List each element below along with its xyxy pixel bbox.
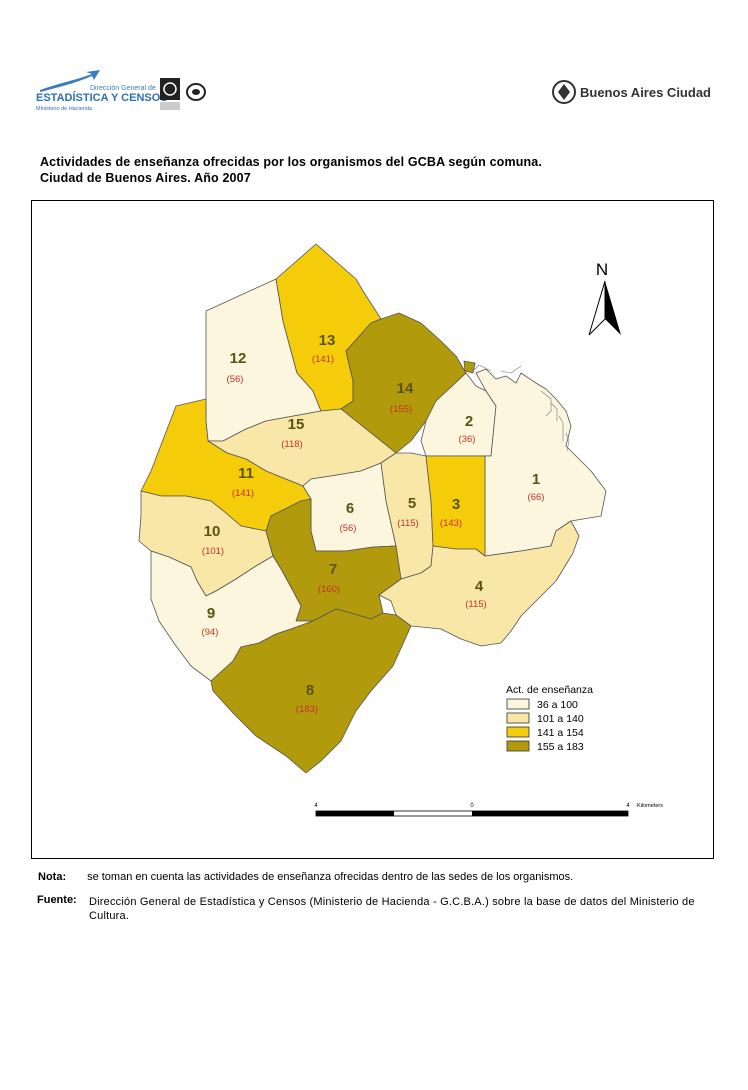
comuna-6-number: 6 bbox=[346, 500, 354, 517]
comuna-9-area bbox=[150, 550, 314, 682]
comuna-2-number: 2 bbox=[465, 413, 473, 430]
comuna-13-value: (141) bbox=[312, 354, 334, 365]
note-label: Nota: bbox=[38, 871, 67, 883]
comuna-9-value: (94) bbox=[202, 627, 219, 638]
comuna-4-number: 4 bbox=[475, 578, 484, 595]
iqnet-seal-icon bbox=[186, 83, 206, 101]
comuna-1-number: 1 bbox=[532, 471, 540, 488]
comuna-15-number: 15 bbox=[288, 416, 305, 433]
comuna-4-area bbox=[378, 520, 580, 647]
legend-label-4: 155 a 183 bbox=[537, 741, 584, 753]
comuna-8-value: (183) bbox=[296, 704, 318, 715]
estadistica-censos-logo: Dirección General de ESTADÍSTICA Y CENSO… bbox=[36, 68, 226, 116]
comuna-15-value: (118) bbox=[281, 439, 302, 450]
legend-swatch-1 bbox=[506, 698, 530, 710]
comuna-5-value: (115) bbox=[397, 518, 418, 529]
comuna-12-number: 12 bbox=[230, 350, 247, 367]
comuna-11-value: (141) bbox=[232, 488, 254, 499]
scale-left-label: 4 bbox=[314, 803, 318, 809]
source-label: Fuente: bbox=[37, 894, 77, 906]
comuna-14-lake-area bbox=[463, 360, 476, 374]
scale-unit-label: Kilometers bbox=[637, 803, 663, 809]
north-arrow-icon: N bbox=[588, 260, 621, 336]
map-title: Actividades de enseñanza ofrecidas por l… bbox=[40, 154, 542, 186]
logo-line2: ESTADÍSTICA Y CENSOS bbox=[36, 91, 168, 104]
comuna-3-value: (143) bbox=[440, 518, 462, 529]
city-emblem-icon bbox=[552, 80, 576, 104]
title-line1: Actividades de enseñanza ofrecidas por l… bbox=[40, 155, 543, 169]
arrow-swoosh-icon bbox=[40, 70, 100, 92]
map-legend: Act. de enseñanza 36 a 100 101 a 140 141… bbox=[506, 684, 593, 753]
scale-bar: 4 0 4 Kilometers bbox=[314, 803, 663, 817]
comuna-5-number: 5 bbox=[408, 495, 416, 512]
right-logo-text: Buenos Aires Ciudad bbox=[580, 85, 711, 100]
source-text: Dirección General de Estadística y Censo… bbox=[89, 896, 695, 922]
legend-swatch-4 bbox=[506, 740, 530, 752]
comuna-10-number: 10 bbox=[204, 523, 221, 540]
comuna-12-value: (56) bbox=[227, 374, 244, 385]
legend-swatch-3 bbox=[506, 726, 530, 738]
map-frame: 1 (66) 2 (36) 3 (143) 4 (115) 5 (115) 6 … bbox=[31, 200, 714, 859]
note: Nota: se toman en cuenta las actividades… bbox=[38, 870, 573, 885]
comuna-10-value: (101) bbox=[202, 546, 224, 557]
comuna-2-value: (36) bbox=[459, 434, 476, 445]
legend-title: Act. de enseñanza bbox=[506, 684, 593, 696]
legend-swatch-2 bbox=[506, 712, 530, 724]
comuna-1-area bbox=[475, 368, 607, 557]
certification-seal-icon bbox=[160, 78, 180, 110]
comuna-9-number: 9 bbox=[207, 605, 215, 622]
comuna-1-value: (66) bbox=[528, 492, 545, 503]
title-line2: Ciudad de Buenos Aires. Año 2007 bbox=[40, 171, 251, 185]
port-docks bbox=[470, 364, 570, 452]
comuna-8-area bbox=[210, 608, 412, 774]
comuna-6-value: (56) bbox=[340, 523, 357, 534]
comuna-14-value: (155) bbox=[390, 404, 412, 415]
comuna-13-number: 13 bbox=[319, 332, 336, 349]
comuna-8-number: 8 bbox=[306, 682, 314, 699]
comuna-11-number: 11 bbox=[238, 465, 254, 482]
north-label: N bbox=[596, 260, 608, 279]
comuna-14-number: 14 bbox=[397, 380, 414, 397]
comuna-labels: 1 (66) 2 (36) 3 (143) 4 (115) 5 (115) 6 … bbox=[202, 332, 545, 715]
comuna-4-value: (115) bbox=[465, 599, 486, 610]
scale-right-label: 4 bbox=[626, 803, 630, 809]
legend-label-2: 101 a 140 bbox=[537, 713, 584, 725]
scale-mid-label: 0 bbox=[470, 803, 474, 809]
comuna-7-number: 7 bbox=[329, 561, 337, 578]
note-text: se toman en cuenta las actividades de en… bbox=[87, 871, 574, 883]
legend-label-3: 141 a 154 bbox=[537, 727, 584, 739]
logo-line1: Dirección General de bbox=[90, 85, 156, 92]
legend-label-1: 36 a 100 bbox=[537, 699, 578, 711]
comunas-map: 1 (66) 2 (36) 3 (143) 4 (115) 5 (115) 6 … bbox=[138, 243, 663, 817]
comuna-3-number: 3 bbox=[452, 496, 460, 513]
comuna-7-value: (160) bbox=[318, 584, 340, 595]
logo-line3: Ministerio de Hacienda bbox=[36, 106, 93, 112]
buenos-aires-ciudad-logo: Buenos Aires Ciudad bbox=[552, 78, 722, 108]
